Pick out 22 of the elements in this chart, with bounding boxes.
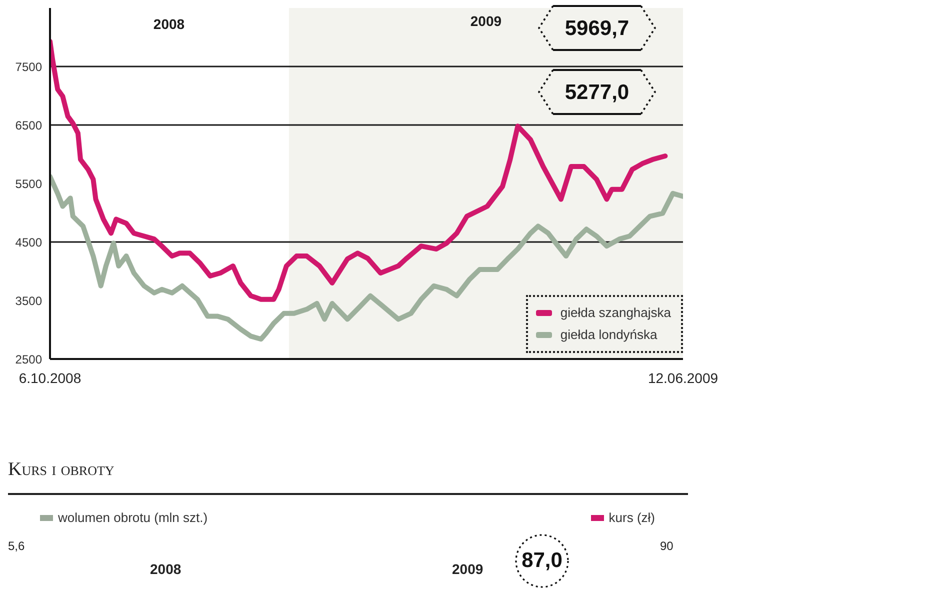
text: 2009: [452, 561, 484, 577]
y-tick-label: 6500: [15, 118, 42, 132]
annotation: 5969,7: [564, 16, 630, 40]
text: 87,0: [522, 549, 562, 572]
annotation: 5277,0: [564, 80, 630, 104]
annotation: 2008: [153, 16, 185, 32]
y-tick-label: 3500: [15, 294, 42, 308]
x-tick-label: 6.10.2008: [18, 370, 82, 386]
legend-label: kurs (zł): [608, 510, 655, 525]
text: 2008: [150, 561, 182, 577]
text: 5,6: [8, 539, 25, 553]
y-tick-label: 5500: [15, 176, 42, 191]
y-tick-label: 4500: [15, 235, 42, 250]
band-label: 2009: [470, 12, 502, 29]
legend-label: giełda szanghajska: [560, 304, 671, 322]
text: Kurs i obroty: [8, 459, 114, 480]
y-tick-label: 2500: [15, 352, 42, 366]
text: 90: [660, 539, 674, 553]
x-tick-label: 12.06.2009: [648, 370, 718, 386]
y-tick-label: 7500: [15, 60, 42, 74]
legend-label: giełda londyńska: [560, 326, 658, 344]
legend-label: wolumen obrotu (mln szt.): [58, 510, 208, 525]
